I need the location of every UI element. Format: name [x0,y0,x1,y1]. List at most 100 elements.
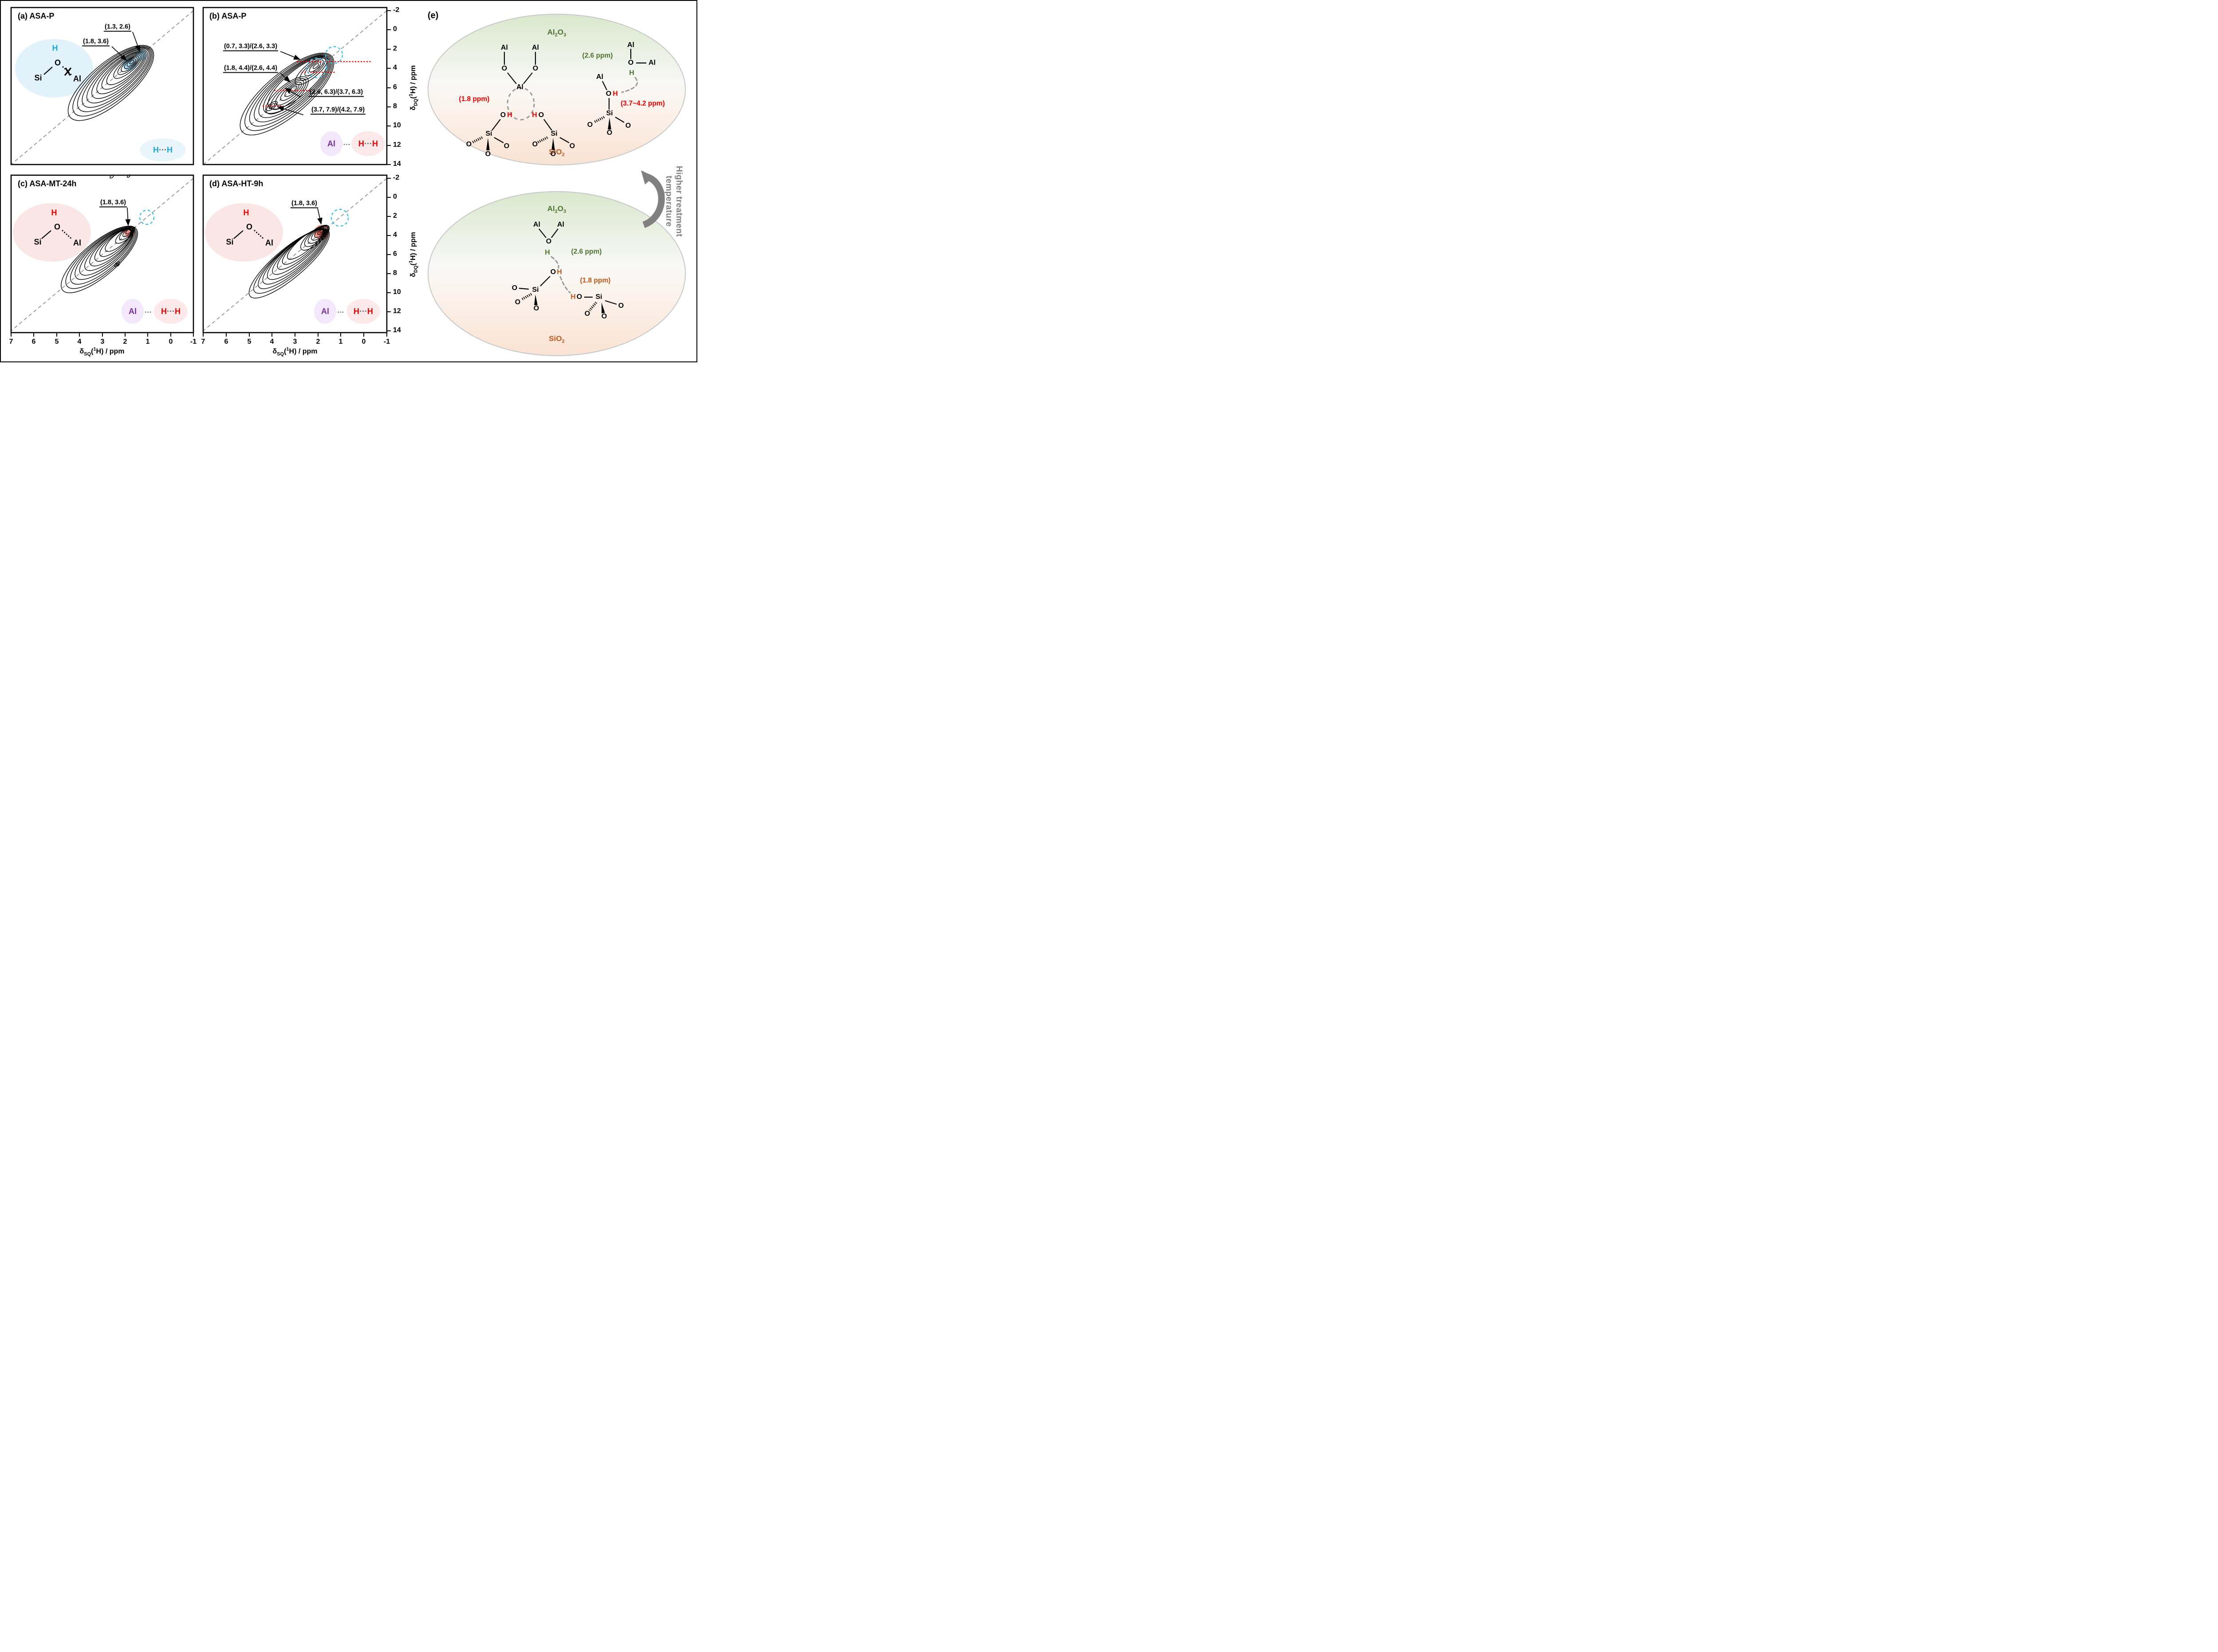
contour-line [65,226,137,289]
contour-line [240,52,334,136]
y-tick-label-top-3: 4 [393,64,397,71]
bond [605,300,617,305]
y-axis-label-top: δDQ(1H) / ppm [408,65,419,110]
panel-d-title: (d) ASA-HT-9h [209,179,263,188]
cycle-arrow-head [641,170,654,184]
atom-h-33: H [557,268,562,276]
al2o3-label-bottom: Al2O3 [547,204,566,215]
atom-o-45: O [54,58,61,67]
inset-ellipse [15,39,93,98]
x-tick-label-c-2: 5 [55,338,59,345]
contour-line [258,55,330,118]
y-tick-label-bottom-6: 10 [393,288,401,296]
contour-line [304,59,324,76]
x-tick-label-c-1: 6 [31,338,36,345]
atom-h-6: H [507,111,512,119]
ppm-label-3: (2.6 ppm) [571,248,602,255]
atom-o-35: O [511,284,518,292]
y-tick-label-bottom-8: 14 [393,326,401,334]
atom-o-39: O [576,293,582,301]
cyan-dashed-circle [306,57,327,78]
atom-h-20: H [629,69,634,77]
hydrogen-bond-arc [559,276,571,294]
atom-o-43: O [601,313,607,320]
contour-line [105,229,131,252]
annotation-arrow [284,88,301,98]
legend-d-dots: ··· [337,309,344,316]
legend-b-hh: H ··· H [351,131,385,156]
cyan-dashed-circle [325,46,343,64]
atom-o-27: O [625,122,631,129]
atom-si-46: Si [34,73,42,82]
y-tick-label-top-5: 8 [393,102,397,110]
annotation-a-0: (1.3, 2.6) [103,24,132,32]
atom-si-24: Si [606,110,613,117]
contour-line [249,54,332,127]
annotation-arrow [280,51,301,60]
y-tick-label-bottom-1: 0 [393,193,397,200]
atom-al-19: Al [649,59,656,67]
bond [539,228,547,238]
x-tick-label-d-5: 2 [316,338,320,345]
y-tick-label-bottom-0: -2 [393,174,400,181]
contour-line [113,53,142,79]
y-tick-label-top-2: 2 [393,45,397,52]
wedge-bond [602,302,605,314]
contour-line [77,47,152,112]
y-tick-label-top-6: 10 [393,122,401,129]
contour-line [82,47,151,108]
atom-o-36: O [515,298,521,306]
wedge-bond [486,138,490,150]
contour-line [89,228,133,267]
atom-al-0: Al [501,44,508,51]
y-tick-label-top-1: 0 [393,25,397,33]
contour-line [122,227,134,237]
figure-canvas [10,7,686,356]
y-tick-label-bottom-3: 4 [393,231,397,239]
x-tick-label-d-7: 0 [362,338,366,345]
x-tick-label-c-8: -1 [190,338,197,345]
atom-si-9: Si [485,130,492,137]
legend-d-hh: H ··· H [346,299,380,324]
atom-al-4: Al [516,83,523,91]
atom-o-41: O [618,302,624,310]
sio2-label-bottom: SiO2 [549,334,565,345]
atom-o-32: O [550,268,556,276]
atom-o-14: O [532,141,538,148]
atom-si-34: Si [532,286,539,294]
annotation-d-0: (1.8, 3.6) [290,200,319,208]
higher-treatment-temperature-label: Higher treatment temperature [664,165,684,237]
atom-o-2: O [501,65,507,72]
legend-c-al: Al [122,299,144,324]
annotation-arrow [277,106,304,115]
atom-h-31: H [545,249,550,256]
x-tick-label-c-6: 1 [146,338,150,345]
contour-line [117,55,141,75]
contour-line [309,62,321,72]
contour-line [106,52,144,85]
y-tick-label-top-8: 14 [393,160,401,168]
atom-h-23: H [613,90,618,98]
atom-al-29: Al [557,221,564,228]
cyan-dashed-circle [139,209,155,225]
x-tick-label-d-6: 1 [338,338,343,345]
bond [615,117,625,123]
ppm-label-1: (2.6 ppm) [582,52,613,59]
atom-o-12: O [485,150,491,158]
bond [233,230,244,239]
y-tick-label-top-4: 6 [393,83,397,91]
atom-o-53: O [246,222,253,232]
x-axis-label-left: δSQ(1H) / ppm [79,346,125,357]
bond [492,119,501,131]
contour-line [125,228,133,235]
contour-line [319,229,324,233]
bond [543,119,552,131]
legend-b-dots: ··· [343,141,350,149]
annotation-a-1: (1.8, 3.6) [82,38,110,47]
contour-line [312,63,319,69]
y-axis-label-bottom: δDQ(1H) / ppm [408,232,419,277]
x-tick-label-c-0: 7 [9,338,13,345]
atom-o-49: O [54,222,61,232]
diagonal-d [203,178,387,331]
contour-line [126,58,136,67]
